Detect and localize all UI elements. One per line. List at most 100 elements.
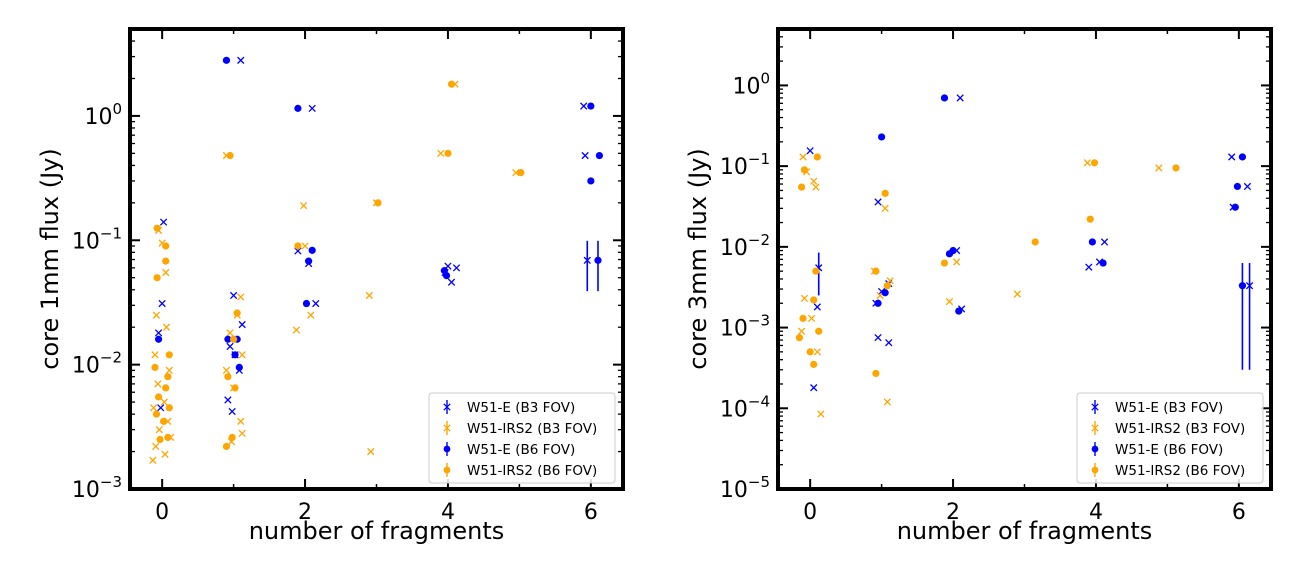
data-point [153,274,161,282]
legend-entry: W51-E (B3 FOV) [443,400,575,416]
data-point [806,348,814,356]
y-axis-label: core 1mm flux (Jy) [36,148,64,369]
data-point [797,327,806,335]
data-point [813,303,821,311]
data-point [1013,290,1022,298]
data-point [237,417,245,425]
panel-3mm: 0 2 4 6 10−5 10−4 10−3 10−2 10−1 100 number of fra… [684,27,1273,545]
data-point [222,56,231,64]
data-point [940,259,949,267]
y-tick-label: 10−1 [720,150,770,180]
data-point [153,224,161,232]
data-point [230,335,238,343]
legend-marker [1091,445,1099,453]
data-point [817,410,825,418]
data-point [292,326,301,334]
legend-entry: W51-IRS2 (B6 FOV) [443,463,597,479]
y-axis-label: core 3mm flux (Jy) [684,148,712,369]
data-point [1245,282,1254,290]
data-point [874,333,882,342]
data-point [945,297,954,306]
data-point [1233,182,1242,191]
y-tick-label: 10−5 [720,473,770,503]
legend-marker [1091,424,1099,432]
series-1 [797,153,1163,418]
data-point [881,204,889,212]
data-point [301,242,309,250]
y-tick-label: 10−2 [72,349,122,379]
data-point [237,293,245,301]
data-point [810,384,818,392]
data-point [154,393,163,401]
data-point [881,189,889,197]
data-point [152,442,160,451]
data-point [874,198,882,206]
data-point [810,360,818,368]
data-point [161,450,169,458]
data-point [157,404,165,412]
x-tick-label: 4 [441,500,455,525]
legend-label: W51-IRS2 (B3 FOV) [1115,421,1245,437]
data-point [874,299,882,307]
data-point [1100,238,1109,246]
data-point [228,407,236,416]
axes-frame [128,27,625,491]
data-point [594,256,602,264]
series-3 [795,153,1180,378]
data-point [226,151,234,160]
legend-entry: W51-IRS2 (B6 FOV) [1091,463,1245,479]
legend-label: W51-IRS2 (B6 FOV) [1115,463,1245,479]
y-tick-label: 10−1 [72,224,122,254]
data-point [307,311,315,319]
data-point [581,151,589,160]
data-point [235,363,243,372]
data-point [595,151,604,160]
data-point [1155,164,1163,172]
data-point [312,299,320,308]
data-point [164,433,172,441]
data-point [1086,215,1094,223]
data-point [1172,164,1180,172]
legend-box [428,392,616,484]
data-point [160,398,168,406]
data-point [152,311,161,319]
series-2 [874,94,1247,370]
data-point [222,366,231,374]
data-point [587,102,595,110]
data-point [810,177,818,185]
data-point [165,351,173,359]
data-point [1090,159,1099,167]
data-point [949,246,957,255]
data-point [815,327,823,335]
data-point [305,257,313,265]
data-point [800,166,809,174]
data-point [810,296,818,304]
y-tick-label: 10−3 [72,473,122,503]
data-point [162,268,170,277]
data-point [807,314,816,323]
x-axis-label: number of fragments [249,517,505,545]
data-point [151,351,159,359]
legend-label: W51-E (B6 FOV) [467,442,575,458]
data-point [1238,153,1247,161]
data-point [955,307,963,315]
ticks: 0 2 4 6 10−5 10−4 10−3 10−2 10−1 100 [720,29,1271,525]
legend: W51-E (B3 FOV) W51-IRS2 (B3 FOV) W51-E (B6… [1076,392,1264,484]
data-point [1031,238,1039,246]
data-point [797,183,806,191]
data-point [237,56,245,64]
data-point [878,133,886,141]
data-point [517,169,525,177]
y-tick-label: 100 [84,100,122,130]
data-point [224,335,232,343]
legend-entry: W51-IRS2 (B3 FOV) [1091,421,1245,437]
data-point [374,199,382,207]
data-point [1083,159,1092,167]
y-tick-label: 10−3 [720,312,770,342]
data-point [149,456,157,465]
data-point [813,348,821,356]
data-point [155,426,163,434]
data-point [813,153,821,161]
data-point [580,102,588,110]
data-point [365,291,374,300]
